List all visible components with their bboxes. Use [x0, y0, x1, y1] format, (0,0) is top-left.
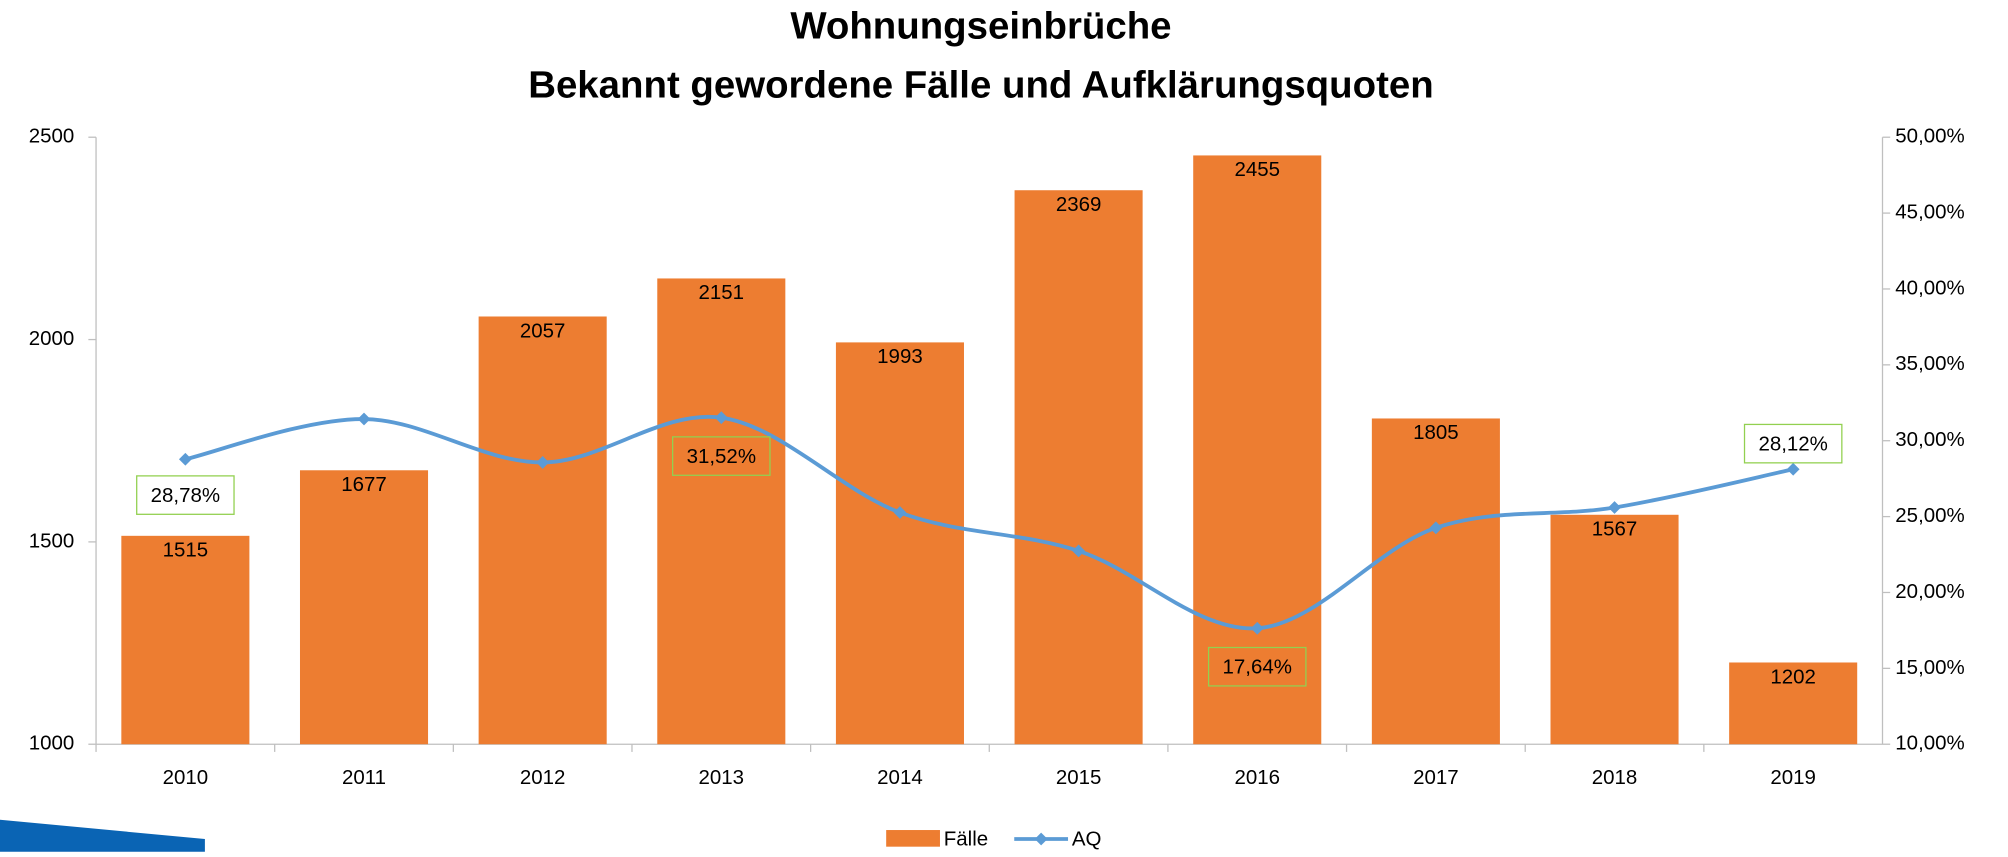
line-label: 17,64%: [1223, 655, 1292, 678]
bar-label: 2151: [699, 281, 745, 304]
y2-tick-label: 15,00%: [1895, 656, 1964, 679]
y2-tick-label: 50,00%: [1895, 125, 1964, 148]
line-marker: [357, 412, 371, 426]
line-marker: [893, 506, 907, 519]
bar: [1371, 418, 1500, 745]
bar-label: 1677: [341, 473, 387, 496]
label-box: [672, 436, 771, 476]
y-tick-label: 1500: [29, 529, 75, 552]
bar-label: 2455: [1234, 158, 1280, 181]
decoration: [0, 819, 205, 852]
line-marker: [536, 456, 550, 469]
legend-swatch: [1034, 832, 1048, 846]
x-tick-label: 2010: [163, 766, 209, 789]
bar: [657, 278, 786, 745]
line-marker: [1786, 462, 1800, 476]
line-marker: [1250, 621, 1264, 635]
chart-title: Wohnungseinbrüche: [790, 5, 1171, 48]
bar: [121, 535, 250, 745]
bar-label: 1515: [163, 539, 209, 562]
bar-label: 2369: [1056, 193, 1102, 216]
x-tick-label: 2016: [1234, 766, 1280, 789]
label-box: [136, 475, 235, 515]
bar: [478, 316, 607, 745]
bar: [299, 470, 429, 745]
x-tick-label: 2015: [1056, 766, 1102, 789]
line-marker: [1072, 544, 1085, 558]
line-marker: [1429, 521, 1443, 535]
x-tick-label: 2019: [1770, 766, 1816, 789]
y2-tick-label: 30,00%: [1895, 428, 1964, 451]
y2-tick-label: 20,00%: [1895, 580, 1964, 603]
bar: [835, 342, 964, 745]
line: [184, 414, 1794, 631]
y-tick-label: 2500: [29, 125, 75, 148]
legend-label: AQ: [1072, 828, 1102, 851]
x-tick-label: 2014: [877, 766, 923, 789]
x-tick-label: 2012: [520, 766, 566, 789]
legend-swatch: [886, 830, 940, 847]
y2-tick-label: 40,00%: [1895, 276, 1964, 299]
y2-tick-label: 25,00%: [1895, 504, 1964, 527]
x-tick-label: 2018: [1592, 766, 1638, 789]
label-box: [1743, 423, 1843, 464]
label-box: [1207, 646, 1307, 687]
bar: [1729, 662, 1858, 745]
x-tick-label: 2013: [699, 766, 745, 789]
y-tick-label: 2000: [29, 327, 75, 350]
y2-tick-label: 35,00%: [1895, 352, 1964, 375]
bar-label: 1202: [1770, 665, 1816, 688]
bar-label: 1567: [1592, 518, 1638, 541]
y-tick-label: 1000: [29, 732, 75, 755]
bar: [1550, 514, 1679, 745]
bar: [1014, 190, 1143, 745]
x-tick-label: 2017: [1413, 766, 1459, 789]
y2-tick-label: 10,00%: [1895, 732, 1964, 755]
y2-tick-label: 45,00%: [1895, 201, 1964, 224]
bar: [1193, 155, 1322, 745]
line-label: 31,52%: [687, 445, 756, 468]
line-marker: [178, 452, 192, 466]
legend-label: Fälle: [944, 828, 988, 851]
line-marker: [714, 411, 728, 425]
line-label: 28,12%: [1758, 432, 1827, 455]
chart-subtitle: Bekannt gewordene Fälle und Aufklärungsq…: [528, 63, 1433, 106]
line-label: 28,78%: [151, 484, 220, 507]
bar-label: 1805: [1413, 421, 1459, 444]
bar-label: 2057: [520, 319, 566, 342]
line-marker: [1608, 501, 1621, 514]
bar-label: 1993: [877, 345, 923, 368]
x-tick-label: 2011: [342, 766, 386, 789]
